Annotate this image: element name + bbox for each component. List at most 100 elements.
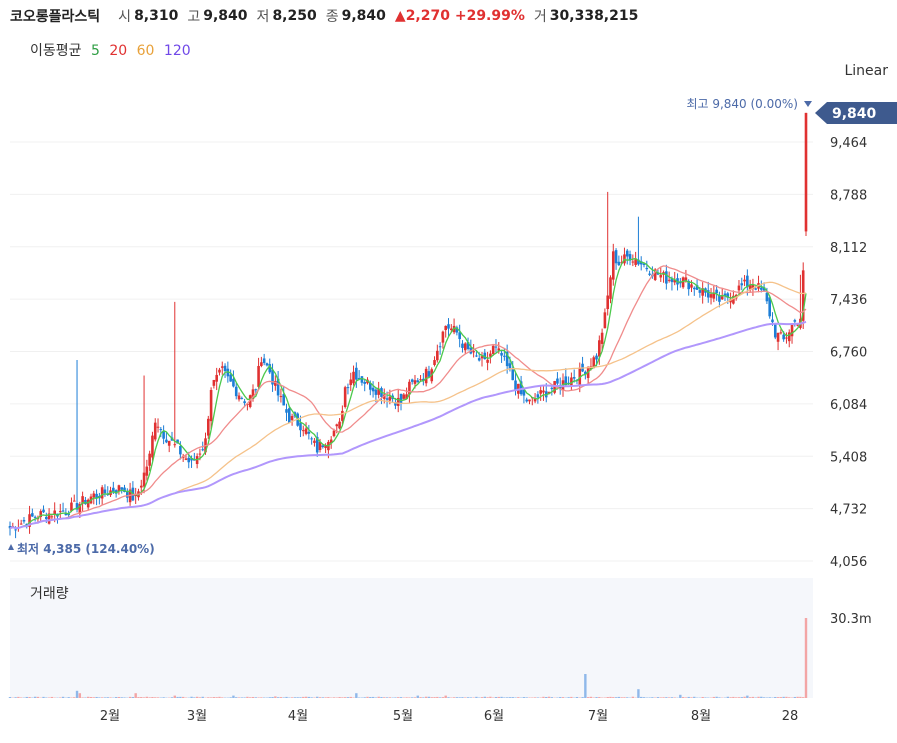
candle: [785, 332, 788, 344]
volume-axis-tick: 30.3m: [830, 612, 872, 627]
ma20-legend[interactable]: 20: [109, 43, 128, 59]
candle: [639, 256, 643, 271]
volume-bar: [776, 697, 780, 698]
candle: [637, 216, 640, 266]
candle: [444, 325, 448, 338]
candle: [427, 365, 431, 379]
volume-bar: [377, 696, 380, 698]
volume-bar: [181, 696, 185, 698]
candle: [153, 418, 157, 442]
candle: [695, 279, 699, 290]
volume-bar: [198, 697, 202, 698]
candle: [396, 389, 400, 413]
volume-bar: [17, 696, 20, 698]
candle: [72, 494, 76, 502]
candle: [148, 450, 151, 472]
candle: [525, 397, 529, 403]
volume-bar: [145, 696, 149, 698]
volume-bar: [670, 697, 674, 698]
volume-value: 30,338,215: [549, 8, 639, 24]
volume-bar: [584, 674, 587, 698]
high-value: 9,840: [203, 8, 248, 24]
volume-bar: [327, 697, 330, 698]
volume-bar: [114, 697, 118, 698]
date-tick-label: 7월: [588, 709, 608, 724]
candle: [436, 344, 439, 363]
volume-bar: [399, 697, 403, 698]
volume-bar: [103, 697, 107, 698]
candle: [271, 363, 274, 392]
volume-bar: [276, 697, 280, 698]
candle: [31, 508, 34, 517]
candle: [461, 340, 464, 353]
volume-bar: [804, 618, 808, 698]
candle: [321, 444, 325, 449]
volume-bar: [774, 697, 777, 698]
volume-bar: [511, 697, 514, 698]
price-tick-label: 8,112: [830, 241, 867, 256]
high-marker-icon: [804, 101, 812, 107]
volume-bar: [201, 696, 204, 698]
volume-bar: [662, 697, 665, 698]
candle: [95, 489, 98, 506]
candle: [779, 329, 783, 335]
volume-bar: [332, 697, 336, 698]
volume-bar: [475, 696, 478, 698]
volume-bar: [550, 697, 554, 698]
volume-bar: [732, 696, 735, 698]
candle: [642, 262, 646, 268]
volume-bar: [274, 696, 277, 698]
volume-bar: [14, 697, 17, 698]
candle: [287, 405, 291, 424]
candle: [598, 335, 601, 365]
volume-bar: [693, 696, 696, 698]
ma5-legend[interactable]: 5: [90, 43, 100, 59]
volume-bar: [307, 696, 311, 698]
volume-bar: [757, 696, 760, 698]
candle: [223, 363, 227, 378]
price-tick-label: 5,408: [830, 450, 867, 465]
volume-bar: [67, 697, 70, 698]
volume-bar: [533, 697, 537, 698]
volume-bar: [651, 697, 654, 698]
volume-bar: [100, 697, 104, 698]
candle: [665, 264, 668, 290]
candle: [167, 440, 171, 453]
ma120-legend[interactable]: 120: [163, 43, 191, 59]
candle: [371, 381, 375, 398]
candle: [145, 459, 149, 481]
volume-bar: [262, 697, 266, 698]
volume-bar: [595, 697, 598, 698]
candle: [232, 370, 235, 388]
volume-bar: [424, 696, 428, 698]
moving-average-lines: [9, 257, 807, 530]
candle: [131, 481, 135, 502]
candle: [229, 369, 232, 382]
volume-bar: [416, 695, 419, 698]
volume-bar: [667, 697, 671, 698]
candle: [542, 385, 545, 401]
candle: [536, 391, 540, 404]
volume-bar: [514, 697, 517, 698]
candle: [458, 324, 461, 348]
candle: [709, 288, 713, 305]
candle: [237, 392, 241, 402]
candle: [165, 432, 168, 444]
volume-bar: [455, 697, 459, 698]
candle: [586, 366, 590, 385]
candle: [743, 275, 746, 287]
candle: [251, 384, 255, 402]
candle: [290, 413, 294, 426]
candle: [159, 427, 163, 438]
ma60-legend[interactable]: 60: [136, 43, 155, 59]
volume-bar: [679, 694, 682, 698]
volume-bar: [316, 696, 319, 698]
volume-bar: [369, 697, 372, 698]
candle: [209, 387, 213, 430]
scale-mode-label[interactable]: Linear: [844, 63, 888, 79]
candle: [265, 362, 269, 367]
volume-bar: [609, 696, 612, 698]
volume-label: 거: [533, 9, 547, 25]
candle: [304, 422, 308, 436]
